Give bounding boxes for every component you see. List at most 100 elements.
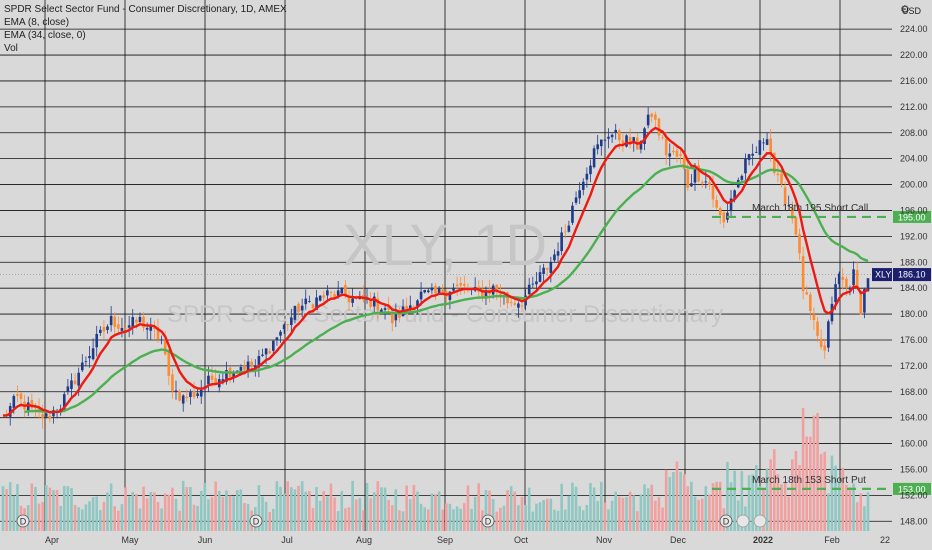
candle-body — [315, 297, 318, 310]
candle-body — [318, 295, 322, 301]
dividend-marker[interactable] — [249, 514, 263, 528]
marker-circle[interactable] — [753, 514, 767, 528]
symbol-tag[interactable] — [872, 268, 892, 282]
x-tick-label: Oct — [514, 535, 529, 545]
candle-body — [632, 137, 636, 143]
price-tag[interactable] — [893, 268, 931, 282]
candle-body — [780, 173, 783, 185]
volume-bar — [210, 497, 214, 531]
volume-bar — [754, 465, 758, 531]
volume-bar — [232, 496, 235, 531]
level-tag-label: 153.00 — [898, 484, 926, 494]
candle-body — [733, 190, 736, 200]
volume-bar — [419, 503, 423, 531]
dividend-marker[interactable] — [16, 514, 30, 528]
volume-bar — [636, 511, 639, 531]
level-tag-label: 195.00 — [898, 212, 926, 222]
volume-bar — [596, 500, 599, 531]
volume-bar — [812, 415, 816, 531]
x-tick-label: Dec — [670, 535, 687, 545]
volume-bar — [318, 500, 322, 531]
legend-ema-slow[interactable]: EMA (34, close, 0) — [4, 30, 86, 41]
candle-body — [834, 284, 837, 303]
candle-body — [682, 156, 686, 169]
candle-body — [113, 316, 117, 327]
candle-body — [326, 290, 329, 296]
volume-bar — [329, 483, 333, 531]
candle-body — [261, 354, 264, 356]
volume-bar — [625, 497, 628, 531]
candle-body — [52, 410, 55, 417]
volume-bar — [106, 492, 109, 531]
candle-body — [300, 305, 304, 311]
volume-bar — [726, 461, 729, 531]
volume-bar — [268, 511, 272, 531]
candle-body — [686, 169, 690, 188]
candle-body — [142, 316, 145, 328]
volume-bar — [736, 500, 740, 531]
marker-circle[interactable] — [736, 514, 750, 528]
candle-body — [199, 389, 203, 397]
legend-ema-fast[interactable]: EMA (8, close) — [4, 17, 70, 28]
annotation-short-put[interactable]: March 18th 153 Short Put — [752, 475, 866, 486]
candle-body — [340, 287, 344, 294]
volume-bar — [787, 496, 791, 531]
candle-body — [520, 305, 524, 307]
candle-body — [308, 301, 311, 302]
volume-bar — [643, 484, 646, 531]
candle-body — [145, 327, 149, 330]
volume-bar — [599, 481, 603, 531]
candle-body — [481, 289, 484, 299]
volume-bar — [30, 483, 34, 531]
dividend-marker[interactable] — [481, 514, 495, 528]
settings-icon[interactable]: ⚙ — [900, 4, 910, 16]
candle-body — [556, 251, 560, 256]
candle-body — [819, 338, 823, 347]
legend-vol[interactable]: Vol — [4, 43, 18, 54]
candle-body — [426, 290, 430, 293]
volume-bar — [426, 509, 430, 531]
x-tick-label: 22 — [880, 535, 890, 545]
annotation-short-call[interactable]: March 18th 195 Short Call — [752, 203, 868, 214]
volume-bar — [452, 509, 455, 531]
volume-bar — [499, 507, 502, 531]
candle-body — [37, 407, 41, 412]
volume-bar — [214, 481, 217, 531]
candle-body — [643, 128, 646, 144]
volume-bar — [102, 501, 106, 531]
volume-bar — [574, 486, 578, 531]
candle-body — [816, 321, 819, 336]
candle-body — [693, 167, 697, 183]
candle-body — [380, 309, 383, 313]
volume-bar — [189, 486, 192, 531]
volume-bar — [423, 507, 426, 531]
volume-bar — [675, 461, 679, 531]
candle-body — [704, 181, 708, 183]
volume-bar — [398, 510, 401, 531]
dividend-marker[interactable] — [719, 514, 733, 528]
candle-body — [791, 206, 794, 219]
candle-body — [66, 386, 70, 392]
volume-bar — [549, 498, 553, 531]
volume-bar — [769, 459, 772, 531]
candle-body — [117, 324, 120, 329]
volume-bar — [445, 503, 448, 531]
volume-bar — [679, 471, 682, 531]
volume-bar — [520, 496, 524, 531]
volume-bar — [275, 481, 279, 531]
volume-bar — [538, 502, 542, 531]
candle-body — [823, 345, 827, 351]
level-tag — [893, 482, 931, 495]
candle-body — [783, 187, 787, 205]
legend-title[interactable]: SPDR Select Sector Fund - Consumer Discr… — [4, 4, 287, 15]
x-tick-label: May — [121, 535, 139, 545]
volume-bar — [62, 485, 66, 531]
volume-bar — [610, 500, 614, 531]
candle-body — [62, 394, 66, 410]
volume-bar — [477, 483, 481, 531]
volume-bar — [747, 475, 751, 531]
candle-body — [297, 303, 300, 312]
volume-bar — [44, 485, 48, 531]
candle-body — [567, 225, 571, 232]
